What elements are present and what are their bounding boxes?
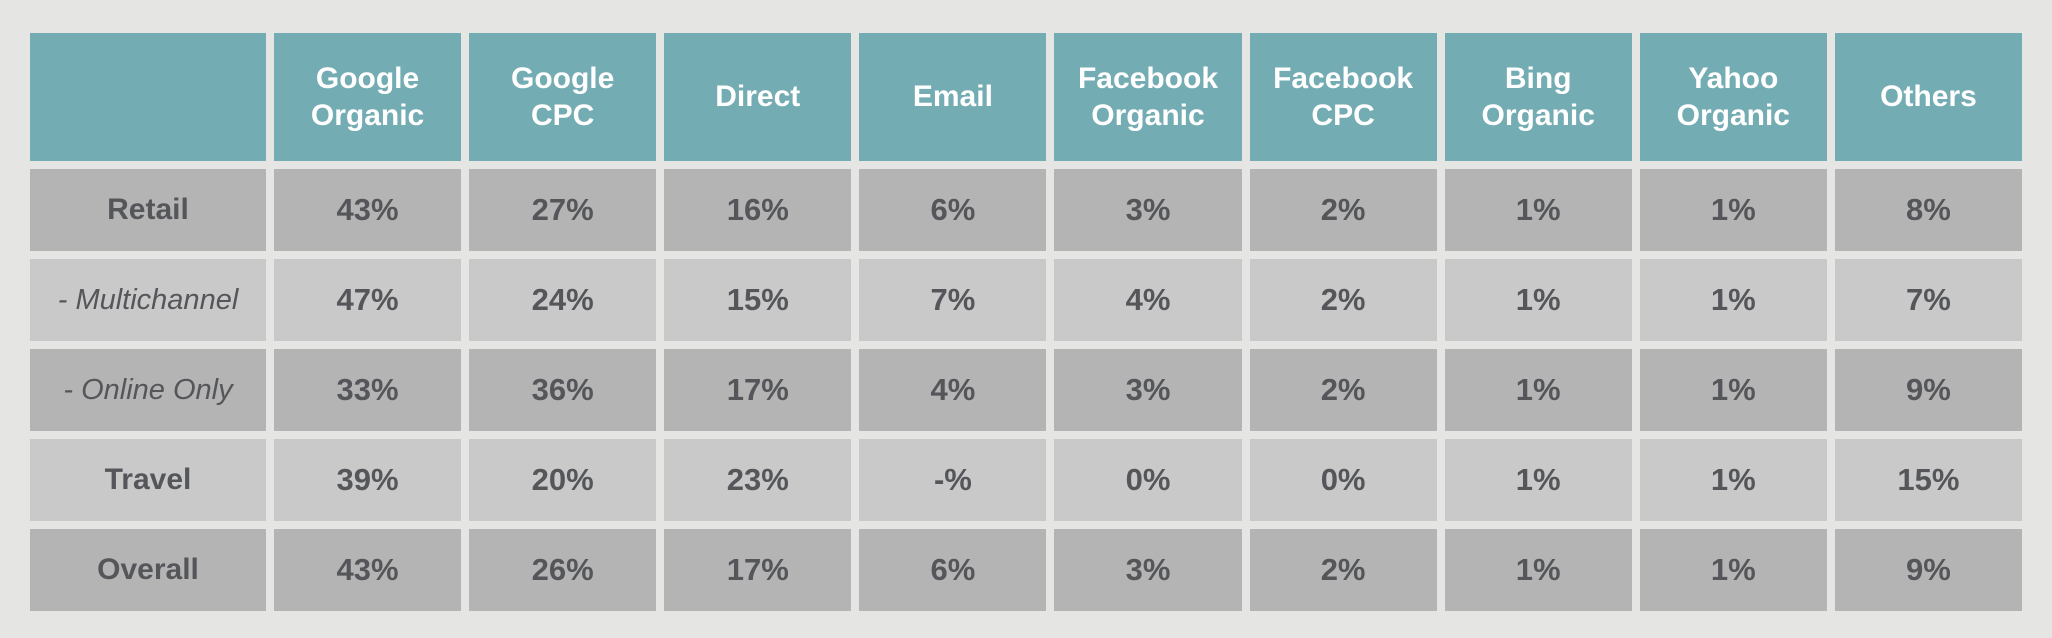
value-cell: 2%: [1249, 529, 1437, 611]
value-cell: 4%: [859, 349, 1047, 431]
header-row: Google Organic Google CPC Direct Email Faceb…: [30, 33, 2022, 161]
value-cell: 1%: [1444, 259, 1632, 341]
value-cell: 16%: [664, 169, 852, 251]
table-row: Overall 43% 26% 17% 6% 3% 2% 1% 1% 9%: [30, 529, 2022, 611]
value-cell: 1%: [1639, 349, 1827, 431]
header-cell: Google CPC: [469, 33, 657, 161]
value-cell: 27%: [469, 169, 657, 251]
table-row: Travel 39% 20% 23% -% 0% 0% 1% 1% 15%: [30, 439, 2022, 521]
value-cell: 33%: [274, 349, 462, 431]
value-cell: 1%: [1639, 169, 1827, 251]
value-cell: 15%: [1834, 439, 2022, 521]
value-cell: 6%: [859, 529, 1047, 611]
value-cell: 9%: [1834, 529, 2022, 611]
value-cell: 24%: [469, 259, 657, 341]
row-label: Retail: [30, 169, 266, 251]
row-label: Travel: [30, 439, 266, 521]
value-cell: 17%: [664, 349, 852, 431]
value-cell: 43%: [274, 529, 462, 611]
header-cell: Direct: [664, 33, 852, 161]
value-cell: 2%: [1249, 349, 1437, 431]
value-cell: 43%: [274, 169, 462, 251]
header-cell: Others: [1834, 33, 2022, 161]
value-cell: 9%: [1834, 349, 2022, 431]
value-cell: 1%: [1444, 529, 1632, 611]
table-row: Retail 43% 27% 16% 6% 3% 2% 1% 1% 8%: [30, 169, 2022, 251]
value-cell: 0%: [1249, 439, 1437, 521]
header-cell: Bing Organic: [1444, 33, 1632, 161]
header-cell: Facebook CPC: [1249, 33, 1437, 161]
value-cell: 15%: [664, 259, 852, 341]
value-cell: 3%: [1054, 529, 1242, 611]
value-cell: -%: [859, 439, 1047, 521]
value-cell: 1%: [1639, 259, 1827, 341]
traffic-attribution-table: Google Organic Google CPC Direct Email Faceb…: [22, 25, 2030, 619]
row-label: Overall: [30, 529, 266, 611]
value-cell: 2%: [1249, 259, 1437, 341]
value-cell: 0%: [1054, 439, 1242, 521]
header-cell-empty: [30, 33, 266, 161]
row-label: - Multichannel: [30, 259, 266, 341]
value-cell: 2%: [1249, 169, 1437, 251]
header-cell: Yahoo Organic: [1639, 33, 1827, 161]
value-cell: 36%: [469, 349, 657, 431]
value-cell: 1%: [1444, 439, 1632, 521]
table-row: - Multichannel 47% 24% 15% 7% 4% 2% 1% 1% 7%: [30, 259, 2022, 341]
value-cell: 17%: [664, 529, 852, 611]
value-cell: 39%: [274, 439, 462, 521]
value-cell: 7%: [859, 259, 1047, 341]
value-cell: 23%: [664, 439, 852, 521]
value-cell: 1%: [1444, 169, 1632, 251]
value-cell: 20%: [469, 439, 657, 521]
header-cell: Google Organic: [274, 33, 462, 161]
row-label: - Online Only: [30, 349, 266, 431]
header-cell: Email: [859, 33, 1047, 161]
value-cell: 1%: [1639, 439, 1827, 521]
value-cell: 8%: [1834, 169, 2022, 251]
value-cell: 3%: [1054, 349, 1242, 431]
value-cell: 6%: [859, 169, 1047, 251]
table-row: - Online Only 33% 36% 17% 4% 3% 2% 1% 1% 9%: [30, 349, 2022, 431]
header-cell: Facebook Organic: [1054, 33, 1242, 161]
value-cell: 7%: [1834, 259, 2022, 341]
value-cell: 1%: [1639, 529, 1827, 611]
value-cell: 1%: [1444, 349, 1632, 431]
value-cell: 47%: [274, 259, 462, 341]
value-cell: 26%: [469, 529, 657, 611]
value-cell: 4%: [1054, 259, 1242, 341]
value-cell: 3%: [1054, 169, 1242, 251]
